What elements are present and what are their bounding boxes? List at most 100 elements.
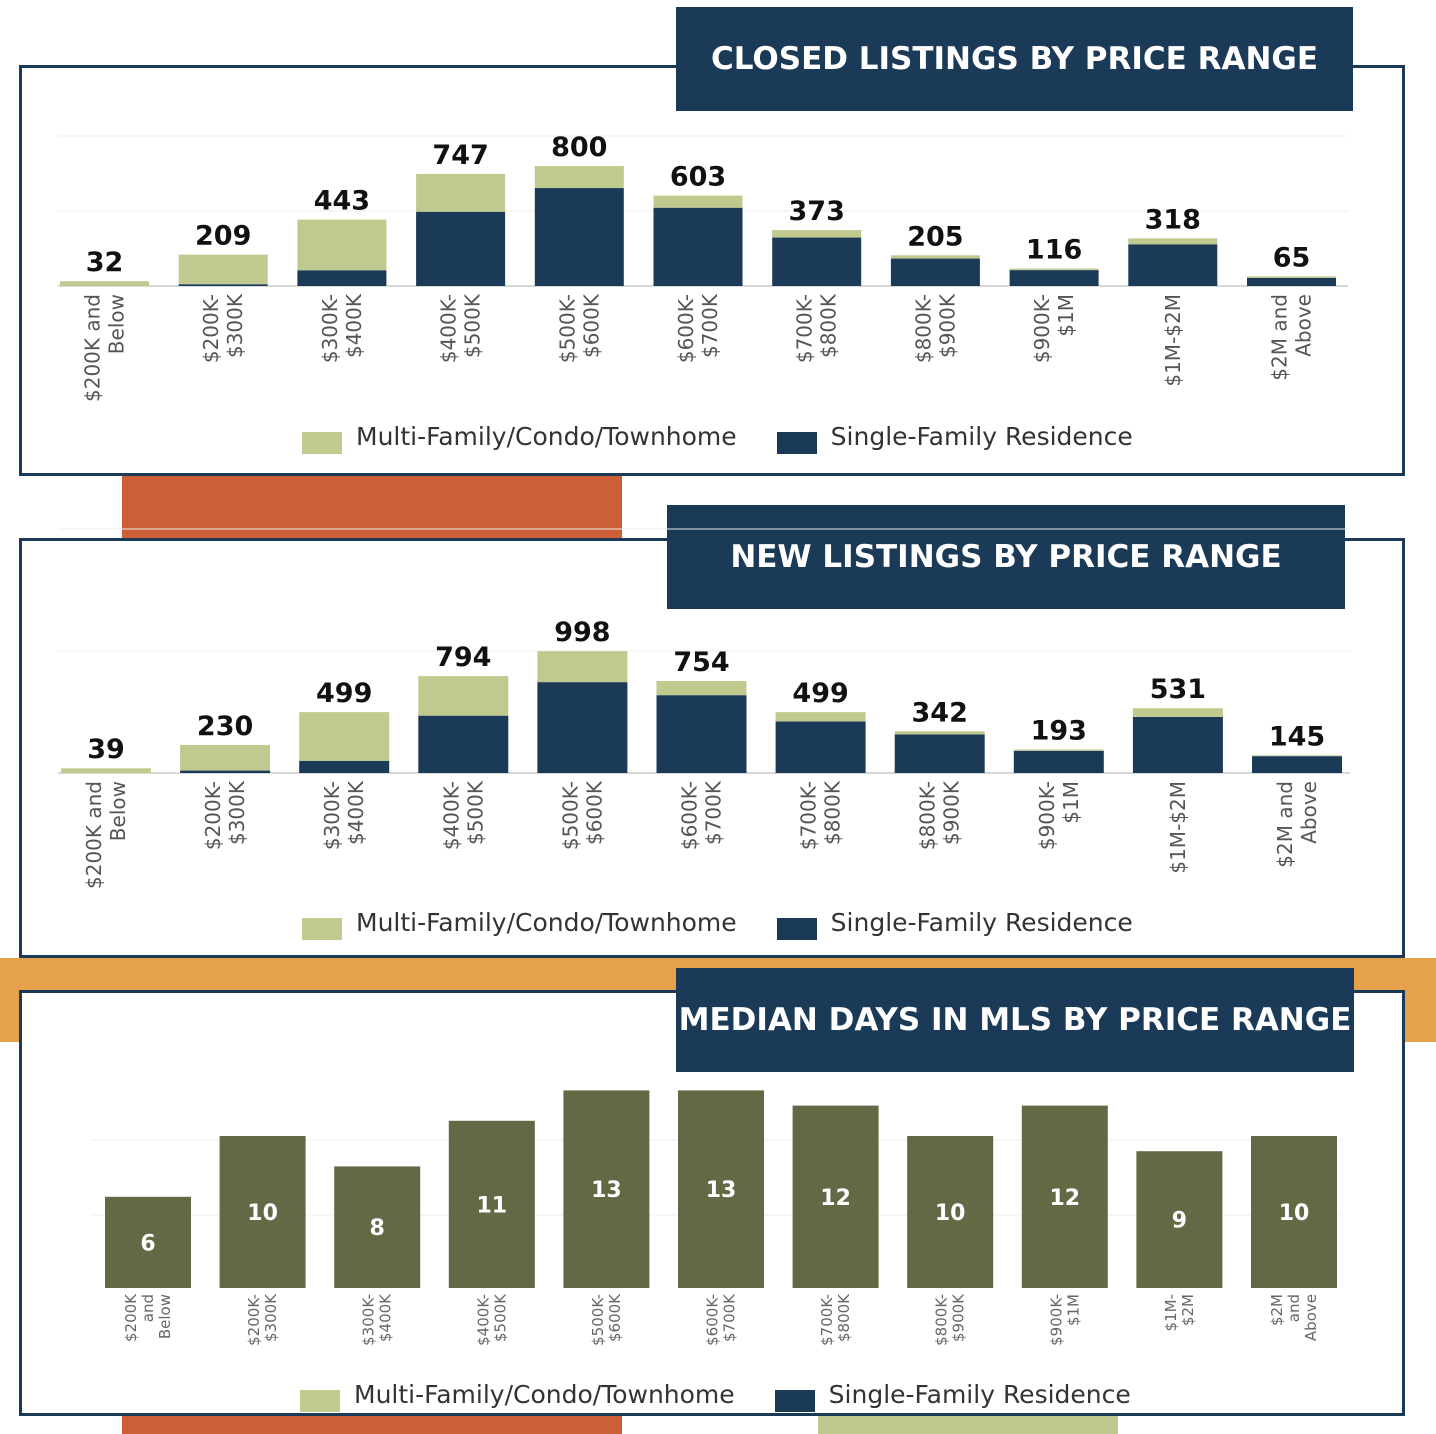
closed-listings-title: CLOSED LISTINGS BY PRICE RANGE: [676, 7, 1353, 111]
x-tick-200k-and-below: $200K andBelow: [81, 294, 129, 402]
total-label-2m-and-above: 65: [1273, 242, 1311, 273]
bar-multi-200k-and-below: [61, 768, 151, 773]
total-label-600k-700k: 603: [670, 162, 726, 193]
value-label-200k-300k: 10: [247, 1201, 278, 1226]
legend-single-label: Single-Family Residence: [830, 422, 1133, 451]
new-listings-legend: Multi-Family/Condo/Townhome Single-Famil…: [302, 908, 1173, 940]
new-listings-chart: 39 $200K andBelow 230 $200K-$300K 499 $300K-$…: [58, 528, 1350, 889]
median-days-title: MEDIAN DAYS IN MLS BY PRICE RANGE: [676, 968, 1354, 1072]
legend-single-swatch: [774, 1389, 815, 1412]
bar-days-500k-600k: [563, 1090, 650, 1288]
x-tick-1m-2m: $1M-$2M: [1161, 294, 1185, 387]
total-label-500k-600k: 998: [554, 617, 610, 648]
bar-multi-400k-500k: [416, 173, 506, 212]
x-tick-2m-and-above: $2M andAbove: [1268, 294, 1316, 381]
total-label-500k-600k: 800: [551, 132, 607, 163]
legend-multi-label: Multi-Family/Condo/Townhome: [356, 422, 737, 451]
legend-multi-swatch: [302, 431, 342, 454]
median-days-legend: Multi-Family/Condo/Townhome Single-Famil…: [300, 1380, 1171, 1412]
bar-multi-400k-500k: [418, 676, 509, 716]
bar-single-800k-900k: [894, 734, 985, 773]
x-tick-500k-600k: $500K-$600K: [589, 1293, 624, 1346]
legend-multi-swatch: [300, 1389, 340, 1412]
x-tick-500k-600k: $500K-$600K: [558, 780, 606, 850]
bar-multi-700k-800k: [775, 712, 866, 722]
bar-single-700k-800k: [772, 237, 862, 286]
value-label-800k-900k: 10: [935, 1201, 966, 1226]
total-label-900k-1m: 116: [1026, 235, 1082, 266]
total-label-200k-and-below: 32: [86, 247, 124, 278]
bar-single-500k-600k: [534, 188, 624, 286]
legend-single-swatch: [776, 917, 817, 940]
x-tick-900k-1m: $900K-$1M: [1047, 1294, 1082, 1346]
bar-single-900k-1m: [1013, 750, 1104, 773]
bar-multi-700k-800k: [772, 230, 862, 238]
bar-days-300k-400k: [334, 1166, 421, 1288]
bar-multi-1m-2m: [1128, 238, 1218, 245]
bar-single-400k-500k: [418, 715, 509, 773]
total-label-2m-and-above: 145: [1269, 721, 1325, 752]
x-tick-700k-800k: $700K-$800K: [818, 1293, 853, 1346]
bar-single-200k-300k: [180, 770, 271, 773]
total-label-200k-and-below: 39: [87, 734, 125, 765]
rust-strip-1: [122, 476, 622, 538]
bar-multi-200k-and-below: [60, 281, 149, 286]
legend-multi-swatch: [302, 917, 342, 940]
legend-multi-label: Multi-Family/Condo/Townhome: [354, 1380, 735, 1409]
new-listings-title: NEW LISTINGS BY PRICE RANGE: [667, 505, 1345, 609]
rust-strip-2: [122, 1414, 622, 1434]
bar-multi-900k-1m: [1013, 749, 1104, 751]
x-tick-400k-500k: $400K-$500K: [439, 780, 487, 850]
x-tick-300k-400k: $300K-$400K: [318, 293, 366, 363]
value-label-1m-2m: 9: [1172, 1209, 1187, 1234]
bar-multi-2m-and-above: [1247, 276, 1336, 278]
x-tick-700k-800k: $700K-$800K: [793, 293, 841, 363]
bar-multi-900k-1m: [1009, 268, 1099, 271]
bar-multi-600k-700k: [653, 195, 743, 208]
x-tick-2m-and-above: $2MandAbove: [1268, 1294, 1320, 1341]
x-tick-600k-700k: $600K-$700K: [678, 780, 726, 850]
x-tick-700k-800k: $700K-$800K: [797, 780, 845, 850]
x-tick-800k-900k: $800K-$900K: [933, 1293, 968, 1346]
total-label-400k-500k: 747: [432, 140, 488, 171]
total-label-300k-400k: 499: [316, 678, 372, 709]
bar-days-900k-1m: [1021, 1105, 1108, 1288]
bar-multi-2m-and-above: [1252, 755, 1342, 757]
bar-multi-1m-2m: [1132, 708, 1223, 717]
value-label-200k-and-below: 6: [140, 1231, 155, 1256]
legend-multi-label: Multi-Family/Condo/Townhome: [356, 908, 737, 937]
bar-single-800k-900k: [890, 258, 980, 286]
total-label-700k-800k: 499: [792, 678, 848, 709]
total-label-1m-2m: 318: [1145, 204, 1201, 235]
bar-single-400k-500k: [416, 211, 506, 286]
bar-single-1m-2m: [1128, 244, 1218, 286]
x-tick-300k-400k: $300K-$400K: [320, 780, 368, 850]
bar-multi-500k-600k: [537, 651, 628, 683]
x-tick-600k-700k: $600K-$700K: [704, 1293, 739, 1346]
x-tick-600k-700k: $600K-$700K: [674, 293, 722, 363]
bar-days-700k-800k: [792, 1105, 879, 1288]
bar-single-300k-400k: [299, 760, 390, 773]
bar-days-1m-2m: [1136, 1151, 1223, 1288]
total-label-200k-300k: 209: [195, 221, 251, 252]
x-tick-200k-300k: $200K-$300K: [201, 780, 249, 850]
bar-days-800k-900k: [907, 1136, 994, 1288]
x-tick-200k-300k: $200K-$300K: [245, 1293, 280, 1346]
bar-days-400k-500k: [448, 1120, 535, 1288]
bar-single-1m-2m: [1132, 716, 1223, 773]
x-tick-200k-300k: $200K-$300K: [199, 293, 247, 363]
green-strip: [818, 1414, 1118, 1434]
bar-days-200k-and-below: [105, 1196, 191, 1288]
bar-single-900k-1m: [1009, 270, 1099, 286]
value-label-600k-700k: 13: [706, 1178, 737, 1203]
legend-single-label: Single-Family Residence: [828, 1380, 1131, 1409]
x-tick-800k-900k: $800K-$900K: [911, 293, 959, 363]
x-tick-900k-1m: $900K-$1M: [1035, 781, 1083, 850]
closed-listings-chart: 32 $200K andBelow 209 $200K-$300K 443 $300K-$…: [58, 132, 1348, 402]
bar-single-600k-700k: [653, 207, 743, 286]
x-tick-400k-500k: $400K-$500K: [437, 293, 485, 363]
bar-single-2m-and-above: [1247, 277, 1336, 286]
bar-single-200k-300k: [178, 284, 268, 286]
total-label-200k-300k: 230: [197, 711, 253, 742]
bar-single-2m-and-above: [1252, 756, 1342, 773]
